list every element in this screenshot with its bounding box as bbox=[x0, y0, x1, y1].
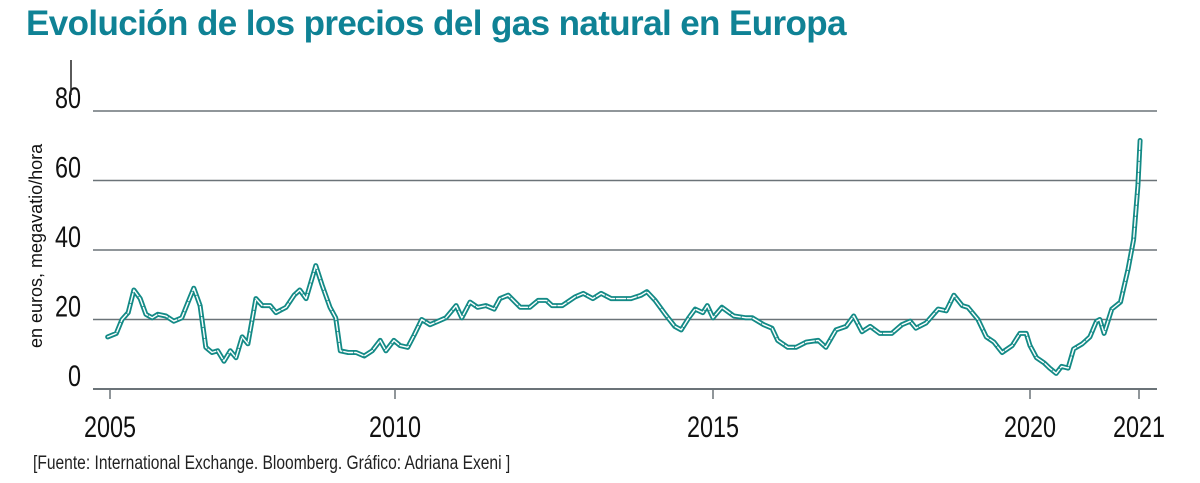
y-tick-label: 20 bbox=[55, 290, 81, 323]
gridlines bbox=[93, 110, 1157, 390]
y-axis-ticks: 0 20 40 60 80 bbox=[55, 81, 81, 392]
y-tick-label: 60 bbox=[55, 151, 81, 184]
x-tick-label: 2015 bbox=[687, 410, 739, 443]
y-axis-label: en euros, megavatio/hora bbox=[26, 143, 46, 348]
y-tick-label: 40 bbox=[55, 220, 81, 253]
series-line-highlight bbox=[107, 139, 1141, 375]
x-tick-label: 2021 bbox=[1113, 410, 1165, 443]
chart-title: Evolución de los precios del gas natural… bbox=[26, 4, 847, 43]
series-line bbox=[105, 138, 1143, 376]
source-note: [Fuente: International Exchange. Bloombe… bbox=[33, 453, 511, 474]
y-tick-label: 80 bbox=[55, 81, 81, 114]
x-tick-label: 2010 bbox=[369, 410, 421, 443]
y-tick-label: 0 bbox=[68, 359, 81, 392]
x-axis-ticks: 2005 2010 2015 2020 2021 bbox=[84, 389, 1165, 444]
x-tick-label: 2005 bbox=[84, 410, 136, 443]
series bbox=[105, 138, 1143, 376]
x-tick-label: 2020 bbox=[1004, 410, 1056, 443]
